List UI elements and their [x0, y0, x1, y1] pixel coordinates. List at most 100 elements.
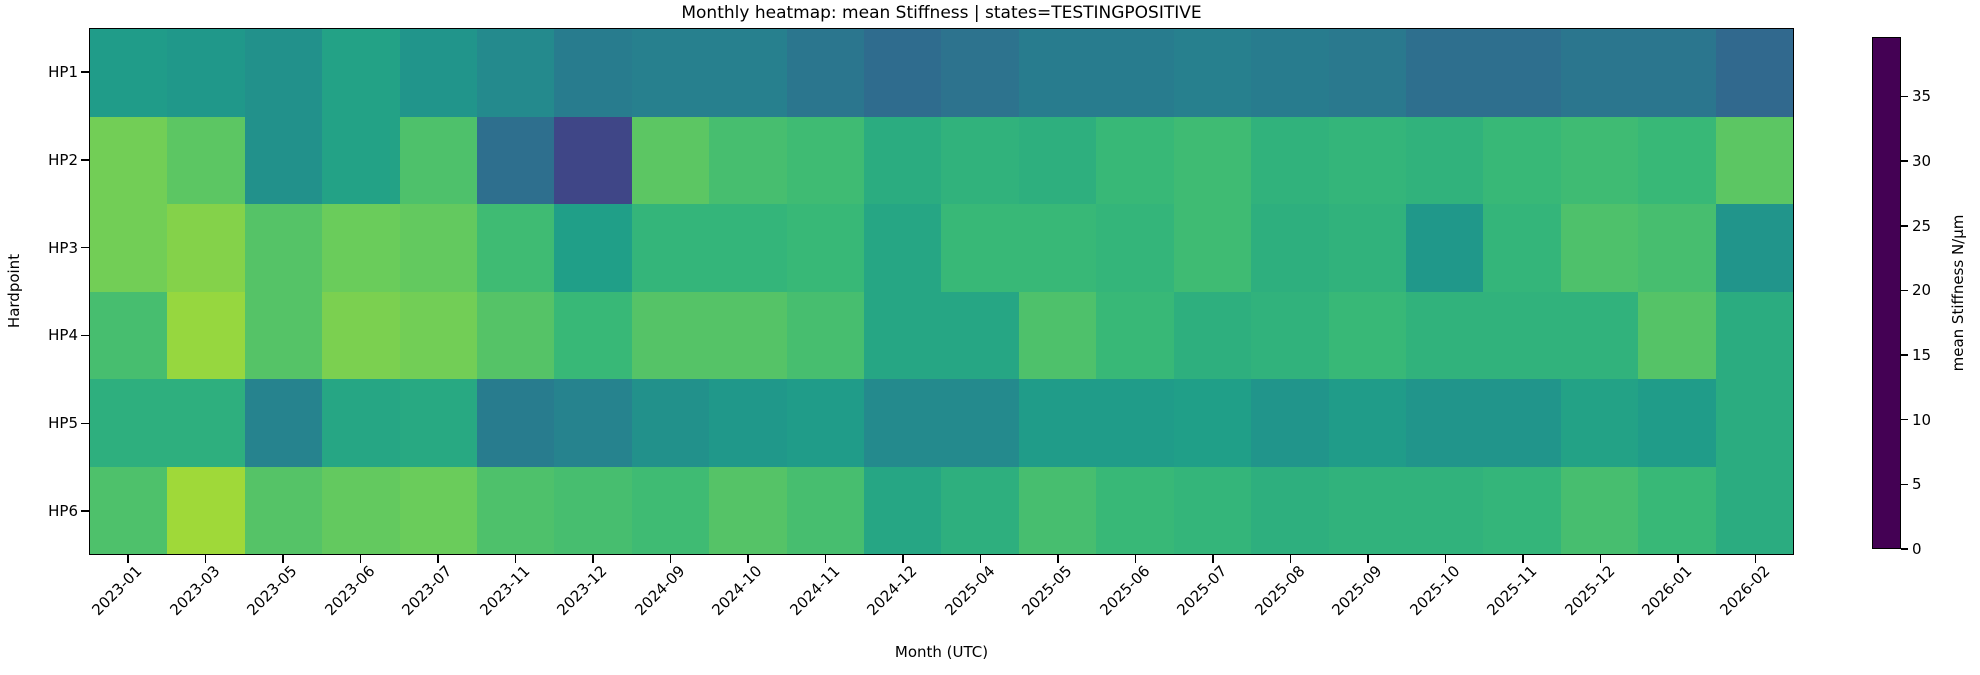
heatmap-cell: [399, 379, 478, 467]
heatmap-cell: [1018, 291, 1097, 379]
heatmap-cell: [1405, 379, 1484, 467]
heatmap-cell: [1328, 29, 1406, 117]
heatmap-cell: [1715, 291, 1793, 379]
colorbar-tick-label-30: 30: [1912, 152, 1932, 171]
colorbar-tick-label-15: 15: [1912, 346, 1932, 365]
heatmap-cell: [167, 204, 245, 292]
heatmap-cell: [1715, 116, 1793, 204]
x-tick-mark: [1212, 555, 1214, 563]
x-tick-mark: [747, 555, 749, 563]
heatmap-cell: [631, 466, 710, 554]
heatmap-cell: [554, 204, 632, 292]
x-tick-mark: [282, 555, 284, 563]
x-tick-mark: [902, 555, 904, 563]
heatmap-cell: [941, 291, 1019, 379]
x-tick-mark: [979, 555, 981, 563]
heatmap-cell: [399, 466, 478, 554]
heatmap-cell: [477, 29, 555, 117]
y-tick-label-HP6: HP6: [48, 502, 78, 521]
y-tick-mark: [81, 159, 89, 161]
x-tick-mark: [359, 555, 361, 563]
heatmap-cell: [864, 291, 942, 379]
heatmap-cell: [477, 379, 555, 467]
heatmap-cell: [1405, 116, 1484, 204]
heatmap-cell: [322, 29, 400, 117]
heatmap-cell: [864, 116, 942, 204]
heatmap-cell: [1173, 466, 1252, 554]
heatmap-cell: [1405, 204, 1484, 292]
x-tick-mark: [204, 555, 206, 563]
heatmap-row-HP6: [90, 466, 1793, 554]
colorbar-tick-label-10: 10: [1912, 410, 1932, 429]
y-tick-mark: [81, 422, 89, 424]
heatmap-cell: [631, 29, 710, 117]
y-tick-label-HP1: HP1: [48, 62, 78, 81]
heatmap-row-HP1: [90, 29, 1793, 117]
x-tick-mark: [1522, 555, 1524, 563]
heatmap-cell: [1251, 204, 1329, 292]
heatmap-cell: [1560, 29, 1639, 117]
x-tick-mark: [1289, 555, 1291, 563]
heatmap-cell: [1096, 204, 1174, 292]
heatmap-cell: [631, 116, 710, 204]
y-axis-label: Hardpoint: [5, 253, 23, 329]
heatmap-cell: [1018, 466, 1097, 554]
heatmap-cell: [1328, 466, 1406, 554]
heatmap-cell: [1638, 29, 1716, 117]
heatmap-cell: [1328, 204, 1406, 292]
heatmap-cell: [554, 291, 632, 379]
heatmap-cell: [709, 29, 787, 117]
y-tick-mark: [81, 510, 89, 512]
colorbar-tick-mark: [1901, 483, 1908, 486]
heatmap-cell: [1018, 379, 1097, 467]
heatmap-cell: [477, 466, 555, 554]
heatmap-cell: [1560, 291, 1639, 379]
heatmap-cell: [1715, 466, 1793, 554]
heatmap-cell: [1096, 116, 1174, 204]
heatmap-cell: [90, 379, 168, 467]
heatmap-cell: [167, 379, 245, 467]
heatmap-cell: [709, 379, 787, 467]
heatmap-cell: [399, 291, 478, 379]
heatmap-cell: [864, 466, 942, 554]
x-tick-label-2023-01: 2023-01: [88, 562, 146, 620]
x-tick-label-2026-02: 2026-02: [1715, 562, 1773, 620]
heatmap-cell: [399, 204, 478, 292]
x-tick-label-2023-05: 2023-05: [243, 562, 301, 620]
heatmap-cell: [1638, 291, 1716, 379]
heatmap-row-HP5: [90, 379, 1793, 467]
heatmap-cell: [941, 379, 1019, 467]
heatmap-cell: [1251, 29, 1329, 117]
x-tick-mark: [1599, 555, 1601, 563]
x-tick-label-2025-06: 2025-06: [1095, 562, 1153, 620]
heatmap-cell: [1173, 291, 1252, 379]
heatmap-cell: [1173, 116, 1252, 204]
heatmap-cell: [1173, 204, 1252, 292]
colorbar-tick-label-25: 25: [1912, 216, 1932, 235]
heatmap-cell: [1715, 204, 1793, 292]
heatmap-cell: [1560, 379, 1639, 467]
y-tick-label-HP4: HP4: [48, 326, 78, 345]
heatmap-cell: [709, 204, 787, 292]
colorbar-tick-label-20: 20: [1912, 281, 1932, 300]
heatmap-cell: [244, 466, 323, 554]
colorbar-tick-label-0: 0: [1912, 540, 1922, 558]
x-tick-label-2025-08: 2025-08: [1250, 562, 1308, 620]
colorbar: [1872, 37, 1901, 549]
heatmap-cell: [1018, 29, 1097, 117]
colorbar-tick-mark: [1901, 160, 1908, 162]
x-tick-label-2025-11: 2025-11: [1483, 562, 1541, 620]
heatmap-cell: [1483, 29, 1561, 117]
heatmap-cell: [631, 204, 710, 292]
colorbar-tick-mark: [1901, 225, 1908, 227]
colorbar-tick-mark: [1901, 289, 1908, 292]
heatmap-cell: [786, 291, 865, 379]
x-tick-label-2025-10: 2025-10: [1405, 562, 1463, 620]
heatmap-cell: [1096, 291, 1174, 379]
y-tick-mark: [81, 334, 89, 337]
heatmap-cell: [244, 116, 323, 204]
heatmap-cell: [1405, 29, 1484, 117]
x-tick-label-2025-07: 2025-07: [1173, 562, 1231, 620]
heatmap-cell: [1018, 116, 1097, 204]
heatmap-cell: [1251, 466, 1329, 554]
